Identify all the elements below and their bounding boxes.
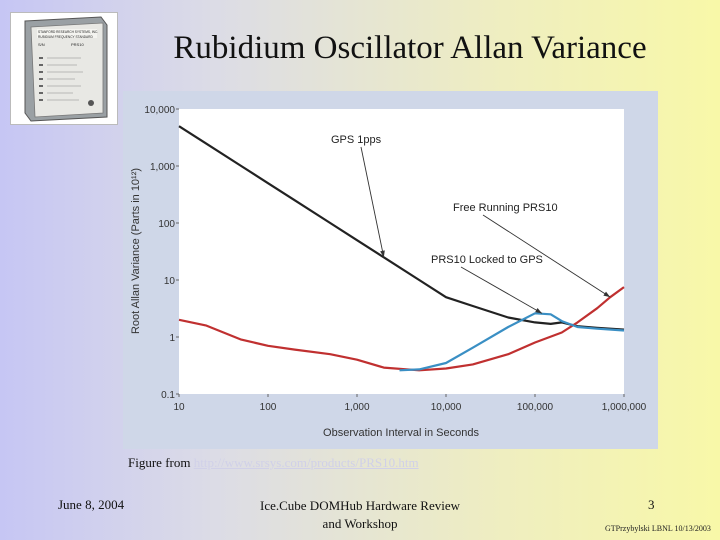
y-axis-label: Root Allan Variance (Parts in 10¹²) (130, 168, 142, 334)
oscillator-photo-drawing: STANFORD RESEARCH SYSTEMS, INC. RUBIDIUM… (24, 16, 108, 122)
caption-prefix: Figure from (128, 455, 191, 470)
chart-panel: 10 100 1,000 10,000 100,000 1,000,000 0.1 1 10 10… (123, 91, 658, 449)
photo-line3: S/N (38, 42, 45, 47)
annotation-arrowhead (603, 291, 611, 298)
x-tick-label: 100 (260, 402, 277, 413)
annotation-label: Free Running PRS10 (453, 202, 558, 214)
footer-author-tag: GTPrzybylski LBNL 10/13/2003 (605, 524, 711, 533)
footer-event: Ice.Cube DOMHub Hardware Review and Work… (240, 497, 480, 533)
annotation-arrowhead (380, 250, 385, 258)
photo-line1: STANFORD RESEARCH SYSTEMS, INC. (38, 30, 98, 34)
allan-variance-chart: 10 100 1,000 10,000 100,000 1,000,000 0.1 1 10 10… (130, 105, 647, 439)
photo-line2: RUBIDIUM FREQUENCY STANDARD (38, 35, 93, 39)
x-tick-label: 1,000,000 (602, 402, 647, 413)
annotation-arrow (360, 146, 385, 258)
x-tick-label: 1,000 (344, 402, 369, 413)
footer-event-line1: Ice.Cube DOMHub Hardware Review (260, 498, 460, 513)
y-tick-label: 1,000 (150, 162, 175, 173)
figure-caption: Figure from http://www.srsys.com/product… (128, 455, 419, 471)
footer-date: June 8, 2004 (58, 497, 125, 512)
series-line-prs10-locked-to-gps (399, 312, 625, 372)
y-tick-label: 100 (158, 219, 175, 230)
x-tick-label: 100,000 (517, 402, 554, 413)
y-tick-label: 10 (164, 276, 176, 287)
annotation-arrow (460, 266, 543, 314)
x-axis-label: Observation Interval in Seconds (323, 427, 479, 439)
plot-area (179, 109, 624, 394)
y-tick-label: 10,000 (144, 105, 175, 116)
oscillator-photo: STANFORD RESEARCH SYSTEMS, INC. RUBIDIUM… (10, 12, 118, 125)
page-number: 3 (648, 497, 655, 512)
photo-line4: PRS10 (71, 42, 84, 47)
series-line-free-running-prs10 (178, 286, 625, 372)
y-tick-label: 0.1 (161, 390, 175, 401)
source-link[interactable]: http://www.srsys.com/products/PRS10.htm (193, 455, 419, 470)
slide-title: Rubidium Oscillator Allan Variance (173, 30, 647, 66)
y-tick-label: 1 (169, 333, 175, 344)
annotation-arrowhead (535, 307, 543, 314)
footer-event-line2: and Workshop (322, 516, 398, 531)
annotation-label: PRS10 Locked to GPS (431, 254, 543, 266)
annotation-label: GPS 1pps (331, 134, 382, 146)
x-tick-label: 10,000 (431, 402, 462, 413)
annotation-arrow (482, 214, 611, 298)
x-tick-label: 10 (173, 402, 185, 413)
